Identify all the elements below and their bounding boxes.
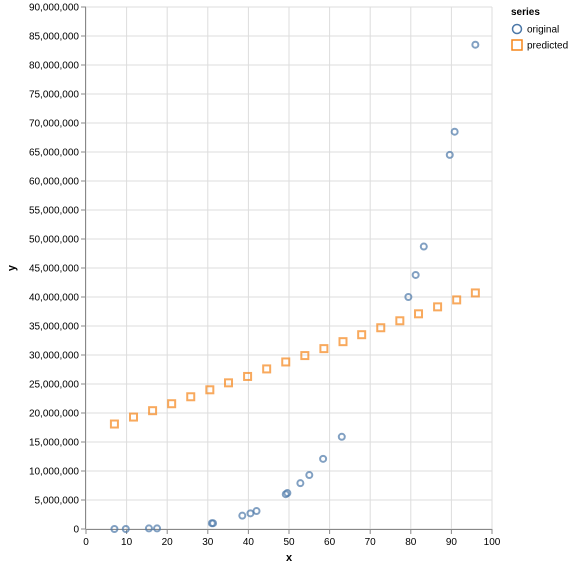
y-tick-label: 60,000,000 bbox=[29, 177, 79, 188]
predicted-point bbox=[452, 295, 462, 305]
y-tick-label: 45,000,000 bbox=[29, 264, 79, 275]
legend-square-icon bbox=[511, 39, 523, 51]
predicted-point bbox=[300, 351, 310, 361]
x-tick-label: 10 bbox=[121, 537, 133, 548]
x-tick-label: 30 bbox=[202, 537, 214, 548]
original-point bbox=[110, 525, 119, 533]
original-point bbox=[252, 507, 261, 516]
original-point bbox=[337, 432, 346, 441]
x-tick-label: 90 bbox=[446, 537, 458, 548]
series-predicted bbox=[109, 288, 480, 429]
y-tick-label: 40,000,000 bbox=[29, 293, 79, 304]
predicted-point bbox=[357, 330, 367, 340]
x-tick-label: 0 bbox=[83, 537, 89, 548]
original-point bbox=[319, 454, 328, 463]
y-tick-label: 50,000,000 bbox=[29, 235, 79, 246]
x-tick-label: 40 bbox=[243, 537, 255, 548]
predicted-point bbox=[262, 364, 272, 374]
predicted-point bbox=[376, 323, 386, 333]
x-tick-label: 70 bbox=[365, 537, 377, 548]
original-point bbox=[121, 525, 130, 533]
legend-circle-icon bbox=[511, 23, 523, 35]
original-point bbox=[283, 489, 292, 498]
predicted-point bbox=[338, 337, 348, 347]
legend-title: series bbox=[511, 7, 540, 18]
original-point bbox=[305, 471, 314, 480]
x-tick-label: 20 bbox=[162, 537, 174, 548]
original-point bbox=[450, 127, 459, 136]
y-tick-label: 35,000,000 bbox=[29, 322, 79, 333]
y-tick-label: 80,000,000 bbox=[29, 61, 79, 72]
y-tick-label: 30,000,000 bbox=[29, 351, 79, 362]
y-tick-label: 55,000,000 bbox=[29, 206, 79, 217]
y-tick-label: 0 bbox=[73, 525, 79, 536]
x-axis-title: x bbox=[286, 552, 293, 564]
y-tick-label: 20,000,000 bbox=[29, 409, 79, 420]
y-tick-label: 85,000,000 bbox=[29, 32, 79, 43]
grid bbox=[85, 6, 493, 530]
original-point bbox=[411, 270, 420, 279]
y-tick-label: 5,000,000 bbox=[35, 496, 80, 507]
y-tick-label: 10,000,000 bbox=[29, 467, 79, 478]
predicted-point bbox=[243, 371, 253, 381]
predicted-point bbox=[186, 392, 196, 402]
predicted-point bbox=[109, 419, 119, 429]
predicted-point bbox=[129, 412, 139, 422]
predicted-point bbox=[281, 357, 291, 367]
legend: series original predicted bbox=[511, 7, 568, 52]
x-tick-label: 100 bbox=[484, 537, 501, 548]
predicted-point bbox=[319, 344, 329, 354]
series-original bbox=[110, 40, 480, 533]
legend-label-original: original bbox=[527, 25, 559, 36]
original-point bbox=[296, 479, 305, 488]
axes: 0 10 20 30 40 50 60 70 80 90 100 0 5,000,000 10,000,0… bbox=[6, 3, 501, 565]
predicted-point bbox=[224, 378, 234, 388]
original-point bbox=[419, 242, 428, 251]
y-tick-label: 25,000,000 bbox=[29, 380, 79, 391]
y-tick-label: 90,000,000 bbox=[29, 3, 79, 14]
predicted-point bbox=[148, 406, 158, 416]
predicted-point bbox=[470, 288, 480, 298]
y-axis-title: y bbox=[6, 264, 18, 271]
original-point bbox=[445, 150, 454, 159]
predicted-point bbox=[395, 316, 405, 326]
original-point bbox=[144, 524, 153, 533]
original-point bbox=[238, 511, 247, 520]
predicted-point bbox=[205, 385, 215, 395]
original-point bbox=[471, 40, 480, 49]
original-point bbox=[153, 524, 162, 533]
original-point bbox=[209, 519, 218, 528]
predicted-point bbox=[414, 309, 424, 319]
predicted-point bbox=[167, 399, 177, 409]
y-tick-label: 65,000,000 bbox=[29, 148, 79, 159]
data-marks bbox=[109, 40, 480, 533]
x-tick-label: 60 bbox=[324, 537, 336, 548]
y-tick-label: 15,000,000 bbox=[29, 438, 79, 449]
x-tick-label: 80 bbox=[405, 537, 417, 548]
x-tick-label: 50 bbox=[283, 537, 295, 548]
predicted-point bbox=[433, 302, 443, 312]
y-tick-label: 70,000,000 bbox=[29, 119, 79, 130]
original-point bbox=[404, 293, 413, 301]
y-tick-label: 75,000,000 bbox=[29, 90, 79, 101]
legend-label-predicted: predicted bbox=[527, 41, 568, 52]
